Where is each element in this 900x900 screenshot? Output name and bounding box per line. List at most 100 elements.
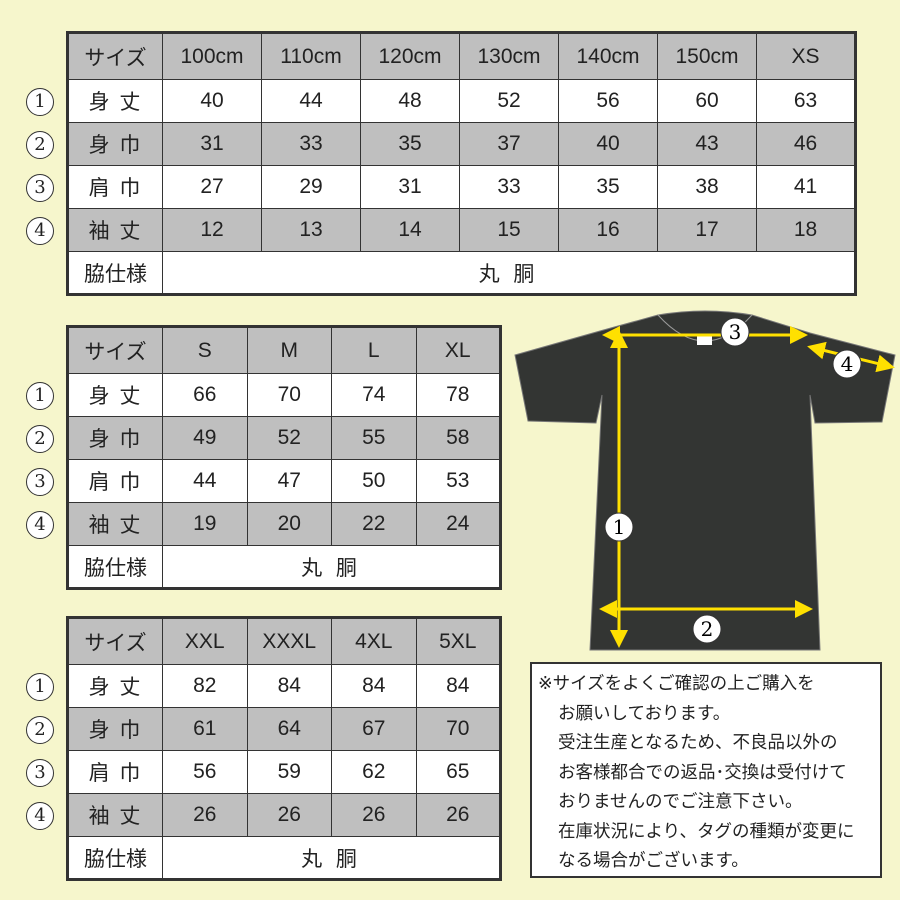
side-spec-value: 丸 胴 xyxy=(162,545,501,589)
row-marker: 3 xyxy=(26,467,54,496)
row-marker: 1 xyxy=(26,87,54,116)
measurement-value: 41 xyxy=(756,165,856,209)
measurement-label: 身 丈 xyxy=(67,79,163,123)
measurement-value: 67 xyxy=(331,707,417,751)
table-row: 身 巾 61 64 67 70 xyxy=(67,707,501,751)
side-spec-row: 脇仕様丸 胴 xyxy=(67,836,501,880)
size-column-header: 130cm xyxy=(459,32,559,80)
measurement-value: 50 xyxy=(331,459,417,503)
table-row: 肩 巾 44 47 50 53 xyxy=(67,459,501,503)
notice-box: ※サイズをよくご確認の上ご購入を お願いしております。 受注生産となるため、不良… xyxy=(530,662,882,878)
measurement-value: 31 xyxy=(360,165,460,209)
measurement-value: 60 xyxy=(657,79,757,123)
measurement-value: 19 xyxy=(162,502,248,546)
size-column-header: XS xyxy=(756,32,856,80)
size-column-header: M xyxy=(246,326,332,374)
svg-text:2: 2 xyxy=(701,617,714,641)
table-row: 肩 巾 27 29 31 33 35 38 41 xyxy=(67,165,856,209)
notice-line: 受注生産となるため、不良品以外の xyxy=(558,733,838,753)
size-header-label: サイズ xyxy=(67,326,163,374)
measurement-label: 身 丈 xyxy=(67,664,163,708)
measurement-value: 35 xyxy=(360,122,460,166)
measurement-value: 70 xyxy=(246,373,332,417)
notice-line: 在庫状況により、タグの種類が変更に xyxy=(558,821,855,842)
svg-text:3: 3 xyxy=(729,320,742,344)
measurement-label: 肩 巾 xyxy=(67,165,163,209)
measurement-label: 身 巾 xyxy=(67,122,163,166)
row-marker: 1 xyxy=(26,381,54,410)
measurement-value: 61 xyxy=(162,707,248,751)
table-row: 袖 丈 26 26 26 26 xyxy=(67,793,501,837)
size-column-header: 110cm xyxy=(261,32,361,80)
size-table: サイズ S M L XL 身 丈 66 70 74 78 身 巾 49 52 55 58 肩 巾 44 47 50 5… xyxy=(66,325,502,590)
measurement-value: 82 xyxy=(162,664,248,708)
measurement-value: 56 xyxy=(162,750,248,794)
measurement-value: 56 xyxy=(558,79,658,123)
row-marker: 4 xyxy=(26,216,54,245)
notice-line: お願いしております。 xyxy=(558,703,731,724)
measurement-value: 16 xyxy=(558,208,658,252)
side-spec-label: 脇仕様 xyxy=(67,836,163,880)
size-column-header: XL xyxy=(415,326,501,374)
header-row: サイズ S M L XL xyxy=(67,326,501,374)
row-marker: 3 xyxy=(26,173,54,202)
row-marker: 1 xyxy=(26,672,54,701)
measurement-value: 47 xyxy=(246,459,332,503)
measurement-value: 33 xyxy=(459,165,559,209)
measurement-value: 38 xyxy=(657,165,757,209)
measurement-value: 14 xyxy=(360,208,460,252)
measurement-value: 43 xyxy=(657,122,757,166)
table-row: 袖 丈 12 13 14 15 16 17 18 xyxy=(67,208,856,252)
notice-line: お客様都合での返品･交換は受付けて xyxy=(558,762,847,783)
measurement-value: 53 xyxy=(415,459,501,503)
size-header-label: サイズ xyxy=(67,32,163,80)
measurement-value: 26 xyxy=(246,793,332,837)
label-3: 3 xyxy=(720,317,750,347)
size-column-header: 120cm xyxy=(360,32,460,80)
row-marker: 2 xyxy=(26,130,54,159)
measurement-value: 65 xyxy=(415,750,501,794)
measurement-value: 24 xyxy=(415,502,501,546)
measurement-value: 84 xyxy=(415,664,501,708)
measurement-value: 31 xyxy=(162,122,262,166)
row-marker: 4 xyxy=(26,801,54,830)
row-marker: 3 xyxy=(26,758,54,787)
measurement-label: 身 巾 xyxy=(67,707,163,751)
measurement-label: 身 巾 xyxy=(67,416,163,460)
measurement-value: 40 xyxy=(558,122,658,166)
measurement-value: 29 xyxy=(261,165,361,209)
side-spec-value: 丸 胴 xyxy=(162,251,856,295)
size-column-header: XXL xyxy=(162,617,248,665)
size-table: サイズ XXL XXXL 4XL 5XL 身 丈 82 84 84 84 身 巾 61 64 67 70 肩 … xyxy=(66,616,502,881)
measurement-value: 55 xyxy=(331,416,417,460)
measurement-value: 26 xyxy=(415,793,501,837)
table-row: 袖 丈 19 20 22 24 xyxy=(67,502,501,546)
measurement-value: 52 xyxy=(459,79,559,123)
measurement-value: 20 xyxy=(246,502,332,546)
side-spec-label: 脇仕様 xyxy=(67,545,163,589)
side-spec-row: 脇仕様丸 胴 xyxy=(67,251,856,295)
table-row: 身 丈 82 84 84 84 xyxy=(67,664,501,708)
label-2: 2 xyxy=(692,614,722,644)
measurement-value: 12 xyxy=(162,208,262,252)
measurement-value: 48 xyxy=(360,79,460,123)
measurement-value: 26 xyxy=(162,793,248,837)
header-row: サイズ 100cm 110cm 120cm 130cm 140cm 150cm XS xyxy=(67,32,856,80)
table-row: 身 丈 40 44 48 52 56 60 63 xyxy=(67,79,856,123)
measurement-label: 袖 丈 xyxy=(67,793,163,837)
measurement-value: 40 xyxy=(162,79,262,123)
size-column-header: S xyxy=(162,326,248,374)
measurement-value: 78 xyxy=(415,373,501,417)
measurement-value: 17 xyxy=(657,208,757,252)
size-column-header: 4XL xyxy=(331,617,417,665)
size-column-header: 150cm xyxy=(657,32,757,80)
header-row: サイズ XXL XXXL 4XL 5XL xyxy=(67,617,501,665)
notice-line: なる場合がございます。 xyxy=(558,851,749,871)
size-column-header: XXXL xyxy=(246,617,332,665)
measurement-value: 66 xyxy=(162,373,248,417)
measurement-value: 35 xyxy=(558,165,658,209)
notice-line: ※サイズをよくご確認の上ご購入を xyxy=(538,674,815,694)
measurement-value: 58 xyxy=(415,416,501,460)
measurement-value: 52 xyxy=(246,416,332,460)
tshirt-measurement-diagram: 1 2 3 4 xyxy=(514,310,896,651)
